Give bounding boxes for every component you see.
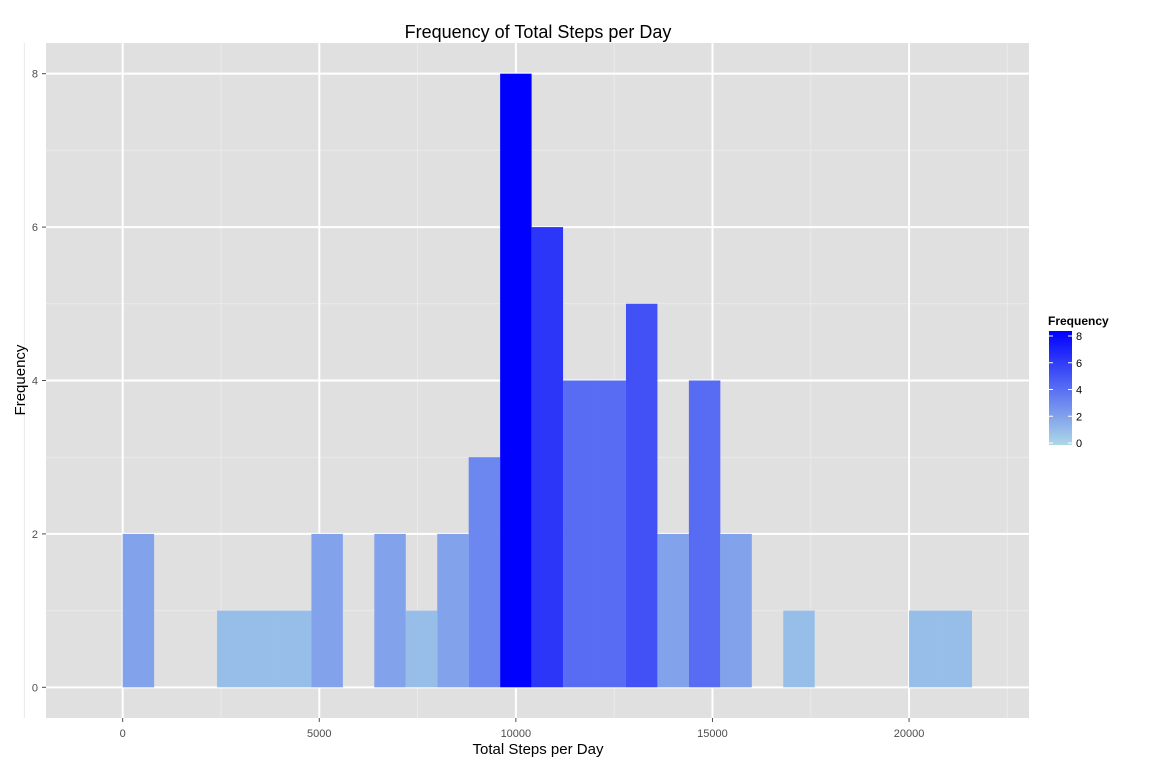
- histogram-bar: [217, 610, 249, 688]
- histogram-bar: [594, 380, 626, 688]
- x-tick-label: 10000: [501, 728, 532, 740]
- histogram-bar: [437, 533, 469, 688]
- y-tick-label: 0: [32, 682, 38, 694]
- y-tick-label: 6: [32, 222, 38, 234]
- histogram-bar: [909, 610, 941, 688]
- histogram-bar: [625, 303, 658, 688]
- histogram-bar: [248, 610, 280, 688]
- legend-label: 4: [1076, 385, 1082, 397]
- x-axis-title: Total Steps per Day: [473, 741, 604, 758]
- legend-colorbar: [1049, 331, 1072, 445]
- histogram-bar: [783, 610, 815, 688]
- histogram-bar: [720, 533, 752, 688]
- x-tick-label: 20000: [894, 728, 925, 740]
- x-tick-label: 15000: [697, 728, 728, 740]
- y-tick-label: 4: [32, 376, 38, 388]
- legend-label: 0: [1076, 438, 1082, 450]
- legend-ticks: 0 2 4 6 8: [1049, 331, 1082, 450]
- histogram-bar: [940, 610, 972, 688]
- y-axis-title: Frequency: [12, 344, 29, 415]
- x-axis-ticks: 0 5000 10000 15000 20000: [120, 718, 925, 740]
- histogram-bar: [374, 533, 406, 688]
- legend-title: Frequency: [1048, 314, 1109, 328]
- y-axis-ticks: 0 2 4 6 8: [32, 69, 46, 694]
- legend-label: 6: [1076, 358, 1082, 370]
- histogram-bar: [405, 610, 438, 688]
- chart-title: Frequency of Total Steps per Day: [405, 22, 672, 42]
- histogram-bar: [122, 533, 155, 688]
- histogram-bar: [563, 380, 595, 688]
- histogram-bar: [657, 533, 689, 688]
- histogram-bar: [468, 457, 501, 688]
- histogram-bar: [688, 380, 721, 688]
- legend-label: 2: [1076, 411, 1082, 423]
- y-tick-label: 8: [32, 69, 38, 81]
- x-tick-label: 0: [120, 728, 126, 740]
- legend: Frequency 0 2 4 6 8: [1048, 314, 1109, 450]
- x-tick-label: 5000: [307, 728, 331, 740]
- histogram-bar: [311, 533, 343, 688]
- histogram-bar: [500, 73, 532, 688]
- histogram-bars: [122, 73, 972, 688]
- y-tick-label: 2: [32, 529, 38, 541]
- legend-label: 8: [1076, 331, 1082, 343]
- histogram-bar: [531, 227, 564, 688]
- histogram-bar: [279, 610, 312, 688]
